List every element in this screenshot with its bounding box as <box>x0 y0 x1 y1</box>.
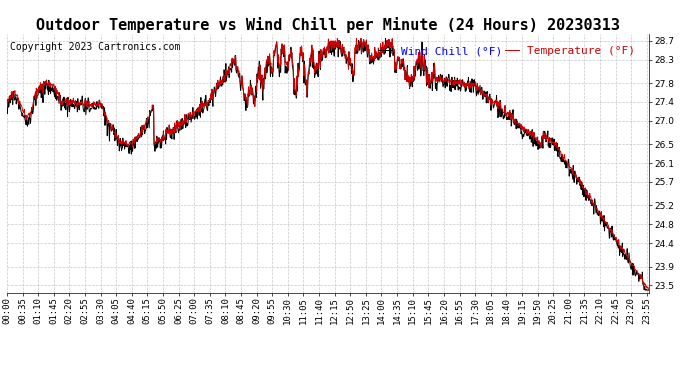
Temperature (°F) <box>428 80 437 84</box>
Wind Chill (°F) <box>428 88 437 93</box>
Wind Chill (°F) <box>569 177 577 182</box>
Title: Outdoor Temperature vs Wind Chill per Minute (24 Hours) 20230313: Outdoor Temperature vs Wind Chill per Mi… <box>36 16 620 33</box>
Temperature (°F) <box>217 82 226 86</box>
Legend: Wind Chill (°F), Temperature (°F): Wind Chill (°F), Temperature (°F) <box>374 42 640 61</box>
Wind Chill (°F) <box>217 84 226 88</box>
Temperature (°F) <box>3 101 11 106</box>
Wind Chill (°F) <box>357 36 365 41</box>
Line: Temperature (°F): Temperature (°F) <box>7 39 649 290</box>
Text: Copyright 2023 Cartronics.com: Copyright 2023 Cartronics.com <box>10 42 181 51</box>
Temperature (°F) <box>130 140 138 144</box>
Wind Chill (°F) <box>130 138 138 142</box>
Line: Wind Chill (°F): Wind Chill (°F) <box>7 39 649 290</box>
Temperature (°F) <box>644 288 653 292</box>
Temperature (°F) <box>569 171 577 176</box>
Wind Chill (°F) <box>3 106 11 111</box>
Temperature (°F) <box>146 111 154 115</box>
Wind Chill (°F) <box>644 288 653 292</box>
Temperature (°F) <box>512 122 520 126</box>
Wind Chill (°F) <box>641 288 649 292</box>
Wind Chill (°F) <box>146 108 154 113</box>
Temperature (°F) <box>333 36 342 41</box>
Wind Chill (°F) <box>512 126 520 131</box>
